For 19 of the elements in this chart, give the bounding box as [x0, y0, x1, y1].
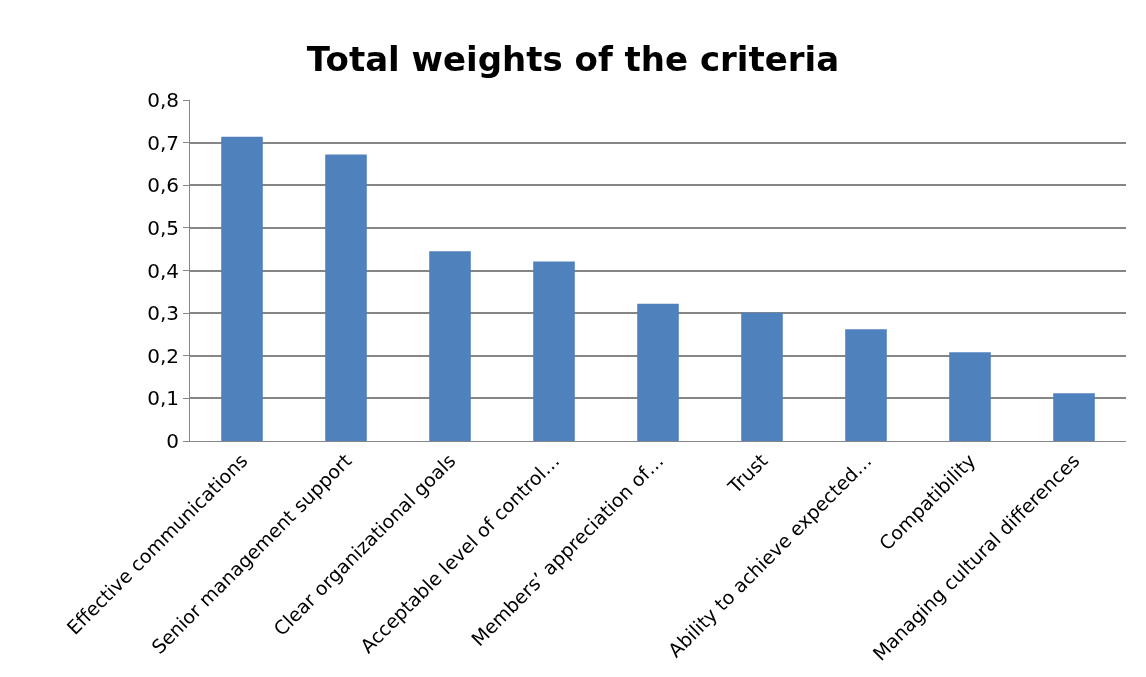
y-tick-label: 0,2 [147, 343, 179, 368]
bar [533, 261, 575, 441]
y-tick-label: 0,5 [147, 215, 179, 240]
y-tick-label: 0,8 [147, 88, 179, 112]
bar [741, 312, 783, 441]
y-tick-label: 0,7 [147, 130, 179, 155]
y-tick-label: 0,6 [147, 173, 179, 198]
bar [221, 136, 263, 441]
chart-title: Total weights of the criteria [306, 39, 840, 80]
y-tick-label: 0 [166, 429, 179, 453]
y-tick-label: 0,4 [147, 258, 179, 283]
bar [429, 251, 471, 441]
bar [637, 303, 679, 441]
y-tick-label: 0,1 [147, 386, 179, 411]
y-tick-label: 0,3 [147, 301, 179, 326]
bar [1053, 393, 1095, 441]
bar [845, 329, 887, 441]
bar [325, 154, 367, 441]
bar [949, 352, 991, 441]
